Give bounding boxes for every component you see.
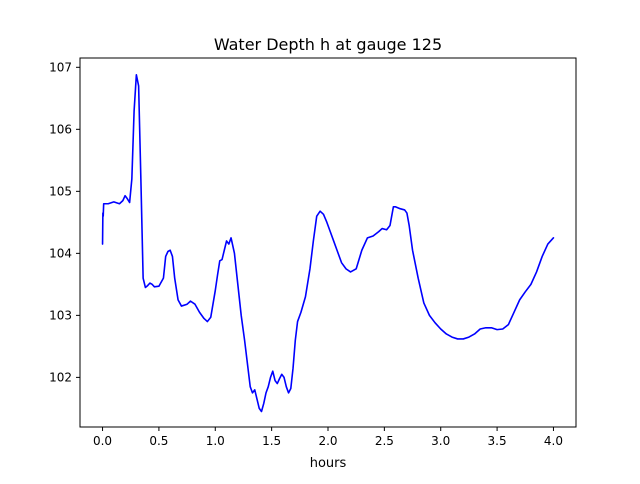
- plot-area: [101, 73, 555, 413]
- y-tick-label: 103: [49, 308, 72, 322]
- y-tick-label: 104: [49, 246, 72, 260]
- x-tick-label: 2.5: [375, 434, 394, 448]
- x-tick-label: 4.0: [544, 434, 563, 448]
- x-tick-label: 1.0: [206, 434, 225, 448]
- x-axis: 0.0 0.5 1.0 1.5 2.0 2.5 3.0 3.5 4.0: [93, 427, 563, 448]
- series-line-0: [101, 73, 555, 413]
- y-tick-label: 105: [49, 184, 72, 198]
- x-tick-label: 0.0: [93, 434, 112, 448]
- x-tick-label: 0.5: [149, 434, 168, 448]
- x-axis-label: hours: [310, 456, 347, 471]
- y-tick-label: 102: [49, 370, 72, 384]
- plot-frame: [79, 57, 577, 428]
- chart-title: Water Depth h at gauge 125: [214, 35, 442, 54]
- x-tick-label: 3.5: [488, 434, 507, 448]
- y-tick-label: 107: [49, 60, 72, 74]
- y-axis: 102 103 104 105 106 107: [49, 60, 80, 384]
- x-tick-label: 1.5: [262, 434, 281, 448]
- y-tick-label: 106: [49, 122, 72, 136]
- x-tick-label: 2.0: [318, 434, 337, 448]
- x-tick-label: 3.0: [431, 434, 450, 448]
